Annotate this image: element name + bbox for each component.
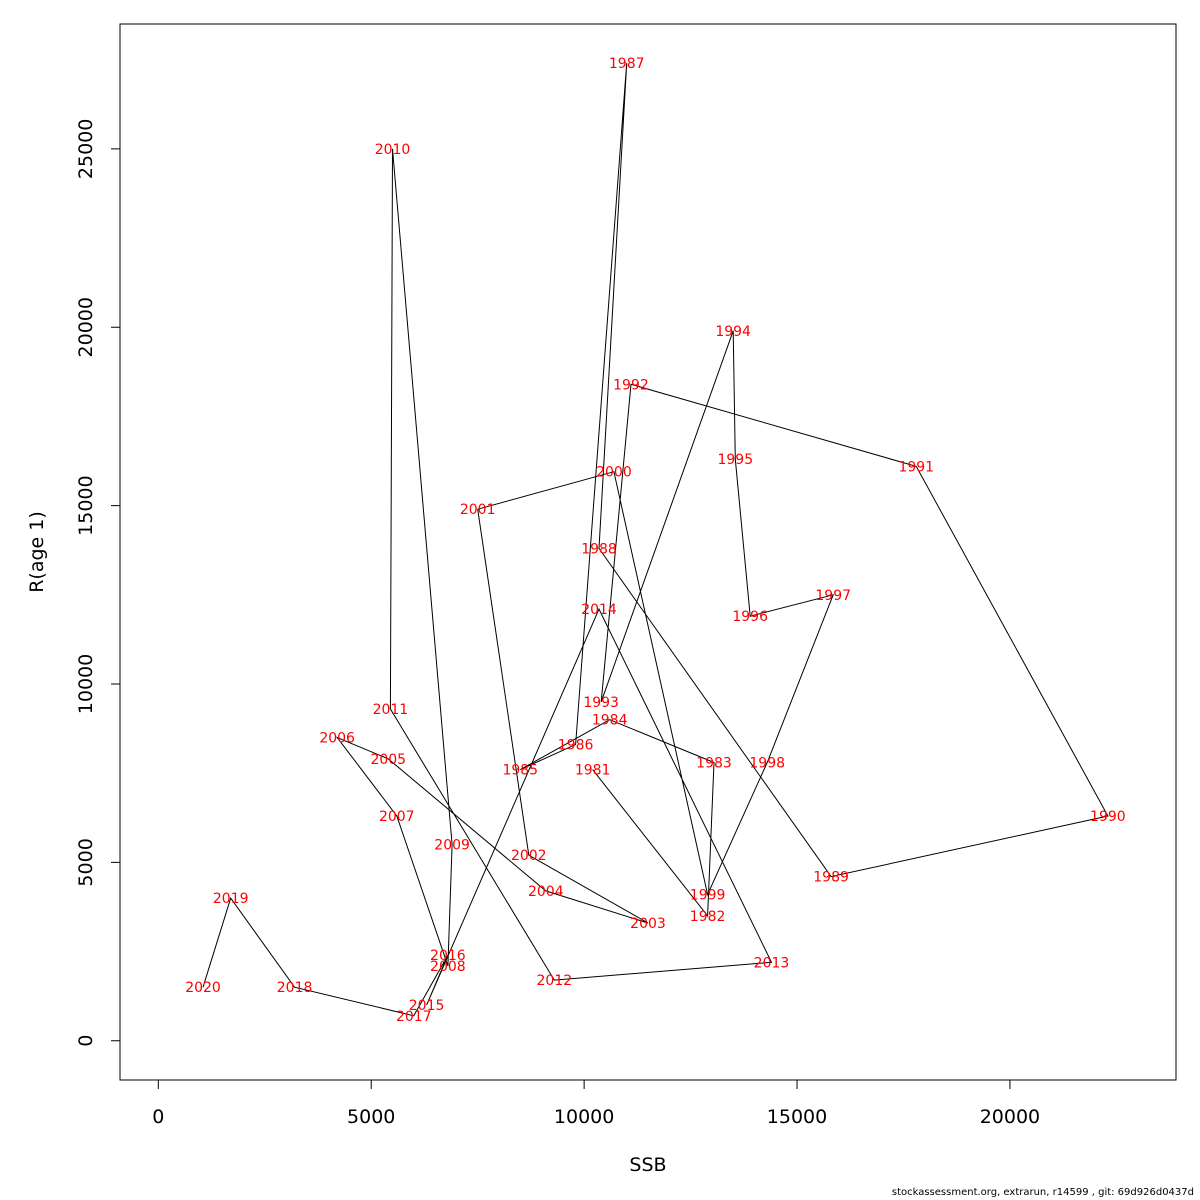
year-label-1990: 1990 <box>1090 809 1126 825</box>
year-label-1994: 1994 <box>715 324 751 340</box>
y-axis-title: R(age 1) <box>26 511 48 593</box>
year-label-1987: 1987 <box>609 56 645 72</box>
y-tick-label: 15000 <box>75 475 97 535</box>
year-label-2014: 2014 <box>581 602 617 618</box>
year-label-1981: 1981 <box>575 763 611 779</box>
year-label-1985: 1985 <box>502 763 538 779</box>
year-label-2002: 2002 <box>511 848 547 864</box>
x-tick-label: 20000 <box>980 1106 1040 1128</box>
year-label-1989: 1989 <box>813 870 849 886</box>
year-label-2009: 2009 <box>434 838 470 854</box>
y-tick-label: 10000 <box>75 654 97 714</box>
year-label-1983: 1983 <box>696 755 732 771</box>
year-label-2004: 2004 <box>528 884 564 900</box>
footer-note: stockassessment.org, extrarun, r14599 , … <box>891 1187 1194 1198</box>
year-label-2010: 2010 <box>375 142 411 158</box>
year-label-2018: 2018 <box>277 980 313 996</box>
x-tick-label: 0 <box>152 1106 164 1128</box>
year-label-1988: 1988 <box>581 541 617 557</box>
x-axis-title: SSB <box>629 1154 666 1176</box>
year-label-2007: 2007 <box>379 809 415 825</box>
y-tick-label: 5000 <box>75 838 97 886</box>
year-label-2015: 2015 <box>409 998 445 1014</box>
year-label-1984: 1984 <box>592 713 628 729</box>
year-label-1993: 1993 <box>583 695 619 711</box>
year-label-2016: 2016 <box>430 948 466 964</box>
x-axis: 0 5000 10000 15000 20000 <box>152 1079 1040 1128</box>
y-tick-label: 0 <box>75 1035 97 1047</box>
year-label-2001: 2001 <box>460 502 496 518</box>
year-label-1986: 1986 <box>558 738 594 754</box>
year-label-1999: 1999 <box>690 887 726 903</box>
year-label-2000: 2000 <box>596 465 632 481</box>
year-label-1991: 1991 <box>898 459 934 475</box>
y-axis: 0 5000 10000 15000 20000 25000 <box>75 119 121 1047</box>
year-label-2005: 2005 <box>370 752 406 768</box>
year-label-2020: 2020 <box>185 980 221 996</box>
year-label-2003: 2003 <box>630 916 666 932</box>
year-labels: 1981 1982 1983 1984 1985 1986 1987 1988 1989 1990… <box>185 56 1125 1025</box>
year-label-1995: 1995 <box>717 452 753 468</box>
year-label-1998: 1998 <box>749 755 785 771</box>
x-tick-label: 10000 <box>554 1106 614 1128</box>
year-label-2011: 2011 <box>373 702 409 718</box>
x-tick-label: 5000 <box>347 1106 395 1128</box>
year-label-1982: 1982 <box>690 909 726 925</box>
y-tick-label: 20000 <box>75 297 97 357</box>
sr-trajectory-line <box>202 63 1109 1017</box>
year-label-1992: 1992 <box>613 377 649 393</box>
year-label-1997: 1997 <box>815 588 851 604</box>
year-label-2013: 2013 <box>754 955 790 971</box>
year-label-2017: 2017 <box>396 1009 432 1025</box>
year-label-2008: 2008 <box>430 959 466 975</box>
y-tick-label: 25000 <box>75 119 97 179</box>
year-label-2012: 2012 <box>537 973 573 989</box>
x-tick-label: 15000 <box>767 1106 827 1128</box>
year-label-2019: 2019 <box>213 891 249 907</box>
year-label-1996: 1996 <box>732 609 768 625</box>
year-label-2006: 2006 <box>319 731 355 747</box>
